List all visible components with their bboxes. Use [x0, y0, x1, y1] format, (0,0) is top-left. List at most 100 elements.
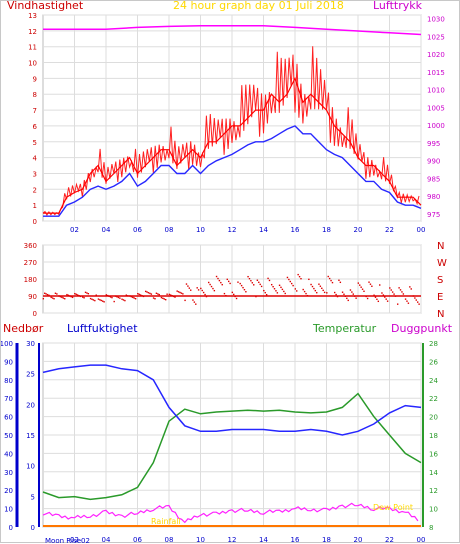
direction-point — [213, 289, 216, 292]
direction-point — [86, 292, 88, 294]
temperature-y-tick: 14 — [429, 469, 438, 477]
direction-point — [215, 275, 218, 278]
direction-point — [303, 290, 306, 293]
humidity-y-tick: 15 — [26, 432, 35, 440]
humidity-y-tick: 25 — [26, 371, 35, 379]
direction-point — [84, 291, 87, 294]
direction-point — [58, 295, 60, 297]
direction-point — [44, 292, 46, 294]
direction-point — [62, 297, 65, 299]
wind-y-tick: 3 — [33, 170, 37, 178]
direction-point — [292, 284, 294, 287]
direction-point — [172, 295, 175, 298]
lower-x-tick: 20 — [354, 536, 363, 544]
direction-point — [105, 294, 108, 296]
direction-point — [54, 292, 57, 294]
direction-point — [402, 293, 405, 295]
direction-point — [212, 287, 214, 290]
direction-point — [328, 277, 331, 280]
direction-point — [298, 275, 301, 278]
direction-point — [132, 296, 134, 299]
direction-point — [390, 289, 392, 291]
temperature-y-tick: 20 — [429, 414, 438, 422]
direction-point — [184, 299, 186, 302]
direction-point — [53, 298, 55, 300]
direction-point — [204, 293, 206, 296]
direction-point — [142, 295, 145, 298]
nedbor-y-tick: 90 — [4, 358, 13, 366]
direction-y-tick: 0 — [33, 310, 37, 318]
temperature-y-tick: 26 — [429, 358, 438, 366]
direction-point — [177, 291, 180, 293]
direction-point — [330, 279, 332, 282]
direction-point — [129, 295, 131, 297]
direction-point — [233, 293, 235, 296]
compass-label: W — [437, 258, 447, 269]
humidity-y-tick: 0 — [31, 524, 35, 532]
direction-point — [144, 290, 147, 293]
direction-point — [125, 294, 128, 296]
direction-point — [190, 289, 192, 291]
direction-point — [146, 291, 148, 293]
direction-point — [294, 288, 297, 290]
direction-point — [401, 291, 403, 293]
direction-point — [134, 298, 137, 300]
direction-point — [109, 296, 112, 298]
direction-point — [316, 291, 318, 294]
direction-point — [149, 292, 151, 295]
direction-point — [176, 290, 178, 292]
pressure-y-tick: 990 — [427, 158, 440, 166]
direction-point — [141, 295, 143, 297]
direction-point — [66, 293, 68, 296]
direction-point — [234, 295, 236, 298]
temperature-y-tick: 12 — [429, 487, 438, 495]
direction-point — [371, 285, 373, 287]
nedbor-title: Nedbør — [3, 322, 44, 335]
direction-point — [338, 279, 340, 281]
lower-x-tick: 18 — [322, 536, 331, 544]
wind-x-tick: 10 — [196, 226, 205, 234]
pressure-line — [43, 24, 422, 36]
direction-point — [59, 295, 62, 298]
direction-point — [130, 295, 133, 298]
direction-point — [415, 299, 417, 301]
direction-point — [318, 283, 320, 285]
direction-point — [154, 298, 156, 300]
direction-point — [185, 283, 188, 285]
direction-point — [240, 284, 243, 287]
nedbor-y-tick: 40 — [4, 450, 13, 458]
direction-point — [276, 292, 279, 294]
direction-point — [91, 298, 93, 300]
lower-x-tick: 12 — [228, 536, 237, 544]
direction-point — [349, 289, 352, 291]
direction-point — [42, 298, 45, 300]
lower-x-tick: 08 — [165, 536, 174, 544]
pressure-y-tick: 985 — [427, 175, 440, 183]
direction-point — [188, 287, 191, 289]
direction-point — [182, 293, 184, 295]
nedbor-y-tick: 10 — [4, 506, 13, 514]
direction-point — [404, 298, 407, 300]
direction-point — [290, 282, 293, 285]
temperature-y-tick: 22 — [429, 395, 438, 403]
temperature-y-tick: 24 — [429, 377, 438, 385]
direction-point — [409, 286, 411, 288]
direction-point — [150, 293, 153, 295]
direction-point — [197, 289, 200, 291]
direction-point — [381, 292, 383, 294]
temperature-y-tick: 18 — [429, 432, 438, 440]
direction-point — [171, 295, 173, 297]
direction-point — [95, 294, 97, 296]
direction-point — [158, 293, 160, 296]
direction-point — [50, 296, 52, 299]
direction-point — [92, 299, 95, 301]
avg-wind-line — [43, 125, 422, 217]
pressure-y-tick: 980 — [427, 193, 440, 201]
direction-point — [280, 286, 282, 289]
direction-point — [221, 283, 223, 286]
direction-point — [157, 293, 159, 295]
direction-point — [180, 292, 183, 294]
direction-point — [100, 299, 102, 302]
direction-point — [229, 282, 231, 285]
direction-point — [399, 289, 402, 291]
